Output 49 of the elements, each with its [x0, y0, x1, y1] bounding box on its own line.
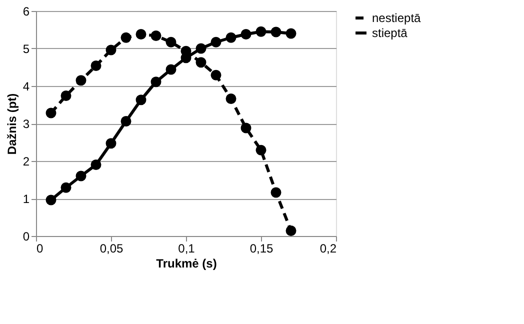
- y-axis-title: Dažnis (pt): [4, 93, 19, 155]
- point: [90, 60, 102, 71]
- point: [210, 36, 222, 48]
- x-axis-title: Trukmė (s): [156, 256, 217, 270]
- point: [166, 36, 176, 48]
- point: [46, 108, 56, 118]
- point: [136, 94, 146, 106]
- point: [60, 90, 72, 101]
- point: [196, 43, 206, 54]
- legend-label: nestieptā: [372, 11, 422, 25]
- point: [286, 28, 296, 39]
- y-tick-label: 4: [22, 80, 30, 94]
- y-tick-label: 0: [22, 230, 30, 244]
- point: [210, 70, 222, 80]
- point: [150, 76, 162, 88]
- point: [270, 187, 282, 198]
- point: [120, 32, 132, 43]
- x-tick-label: 0: [36, 242, 44, 256]
- point: [166, 64, 176, 75]
- point: [196, 57, 206, 68]
- x-tick-label: 0,05: [100, 242, 124, 256]
- point: [90, 160, 102, 170]
- point: [226, 32, 236, 43]
- point: [240, 29, 252, 40]
- point: [106, 138, 116, 149]
- legend-label: stieptā: [372, 26, 408, 40]
- point: [46, 194, 56, 206]
- point: [76, 170, 86, 182]
- point: [60, 182, 72, 193]
- point: [120, 116, 132, 126]
- point: [136, 29, 146, 40]
- point: [286, 226, 296, 236]
- point: [256, 144, 266, 156]
- x-tick-label: 0,1: [178, 242, 196, 256]
- point: [240, 122, 252, 134]
- y-tick-label: 2: [22, 154, 30, 168]
- y-tick-label: 3: [22, 117, 30, 131]
- point: [180, 52, 192, 64]
- point: [226, 94, 236, 104]
- point: [150, 30, 162, 41]
- point: [76, 75, 86, 86]
- point: [106, 44, 116, 56]
- y-tick-label: 5: [22, 42, 30, 56]
- y-tick-label: 1: [22, 192, 30, 206]
- point: [256, 26, 266, 37]
- point: [270, 26, 282, 38]
- x-tick-label: 0,15: [250, 242, 274, 256]
- y-tick-label: 6: [22, 4, 30, 18]
- x-tick-label: 0,2: [320, 242, 337, 256]
